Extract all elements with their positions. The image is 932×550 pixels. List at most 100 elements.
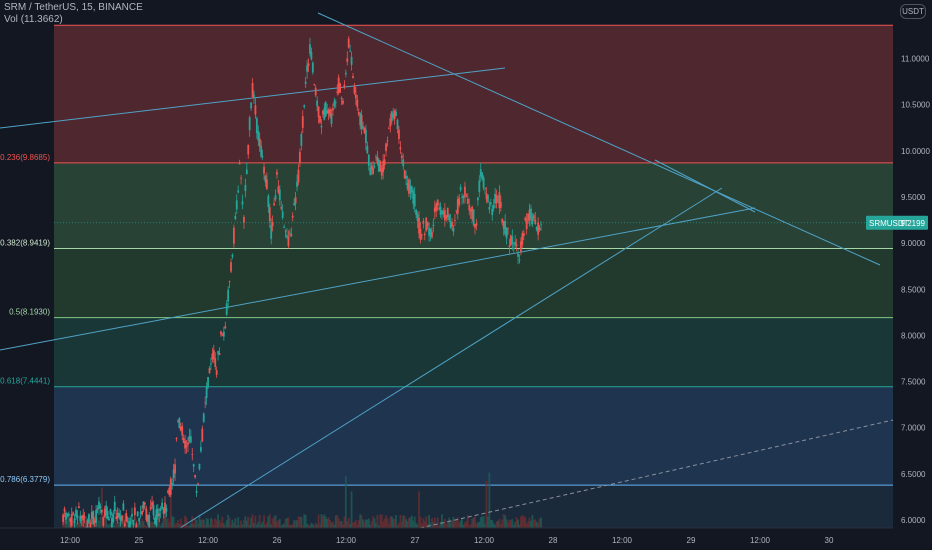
volume-bar	[189, 523, 192, 528]
candle-body	[108, 518, 110, 521]
trendline[interactable]	[179, 187, 723, 529]
candle-body	[191, 454, 194, 455]
dashed-trendline[interactable]	[419, 419, 894, 529]
volume-bar	[258, 514, 261, 528]
candle-body	[181, 426, 184, 436]
volume-bar	[327, 517, 330, 528]
y-tick-label: 6.0000	[901, 516, 926, 525]
candle-body	[86, 520, 89, 528]
candle-body	[271, 222, 274, 227]
volume-bar	[108, 525, 110, 528]
volume-bar	[265, 522, 268, 528]
candle-body	[251, 83, 254, 97]
volume-bar	[362, 519, 364, 528]
volume-bar	[339, 521, 341, 528]
candle-body	[387, 128, 390, 130]
candle-body	[462, 195, 465, 198]
volume-bar	[149, 522, 152, 528]
candle-body	[241, 201, 244, 205]
volume-bar	[438, 525, 441, 528]
candle-body	[313, 83, 316, 85]
volume-bar	[204, 524, 207, 528]
volume-bar	[277, 520, 280, 528]
volume-bar	[253, 522, 255, 528]
volume-bar	[540, 517, 542, 528]
volume-bar	[521, 515, 524, 528]
volume-bar	[498, 518, 501, 528]
volume-bar	[98, 520, 100, 528]
trendline[interactable]	[0, 207, 756, 351]
candle-body	[187, 442, 189, 445]
candle-body	[103, 508, 106, 517]
candle-body	[441, 210, 443, 215]
candle-body	[156, 508, 159, 517]
candle-body	[531, 217, 534, 225]
volume-bar	[317, 514, 320, 528]
trendline[interactable]	[654, 159, 756, 213]
candle-body	[300, 133, 303, 146]
volume-bar	[122, 515, 125, 528]
candle-body	[489, 202, 492, 205]
volume-bar	[377, 525, 380, 528]
candle-body	[119, 516, 122, 521]
y-tick-label: 11.0000	[901, 55, 930, 64]
symbol-title[interactable]: SRM / TetherUS, 15, BINANCE	[4, 2, 143, 13]
currency-badge[interactable]: USDT	[900, 4, 926, 19]
y-axis[interactable]: 11.0000 10.5000 10.0000 9.5000 9.0000 8.5000 8…	[893, 0, 932, 550]
candle-body	[319, 116, 321, 123]
x-axis[interactable]: 12:00 25 12:00 26 12:00 27 12:00 28 12:00 29 12:00…	[0, 527, 932, 550]
x-tick-label: 30	[825, 536, 834, 545]
candle-body	[244, 184, 247, 191]
volume-bar	[346, 521, 349, 528]
candle-body	[72, 512, 75, 515]
volume-bar	[326, 519, 329, 528]
volume-bar	[464, 522, 466, 528]
candle-body	[497, 195, 499, 197]
candle-body	[389, 118, 392, 127]
candle-body	[297, 169, 300, 183]
volume-bar	[319, 524, 321, 528]
volume-bar	[138, 522, 141, 528]
volume-bar	[475, 523, 478, 528]
candle-body	[356, 99, 359, 108]
candle-body	[278, 189, 281, 201]
candle-body	[340, 98, 343, 99]
volume-bar	[365, 519, 367, 528]
candle-body	[291, 215, 294, 218]
candle-body	[375, 156, 377, 158]
candle-body	[528, 209, 531, 221]
volume-bar	[118, 521, 120, 528]
candle-body	[360, 114, 363, 129]
candle-body	[369, 167, 372, 175]
candle-body	[100, 509, 103, 513]
volume-bar	[373, 518, 376, 528]
candle-body	[215, 370, 218, 375]
chart-header: SRM / TetherUS, 15, BINANCE Vol (11.3662…	[4, 2, 143, 26]
volume-bar	[214, 518, 217, 528]
volume-bar	[286, 518, 288, 528]
volume-bar	[524, 516, 527, 528]
candle-body	[456, 199, 459, 214]
candle-body	[383, 159, 386, 166]
candle-body	[349, 50, 352, 52]
volume-bar	[191, 516, 194, 528]
candle-body	[350, 56, 353, 65]
volume-bar	[370, 520, 373, 528]
volume-bar	[497, 520, 499, 528]
volume-bar	[482, 516, 485, 528]
candle-body	[135, 523, 138, 528]
volume-bar	[228, 517, 231, 528]
candle-body	[354, 94, 357, 99]
volume-bar	[300, 517, 303, 528]
volume-bar	[527, 521, 530, 528]
candle-body	[402, 159, 405, 167]
candle-body	[230, 262, 232, 272]
volume-bar	[276, 521, 278, 528]
volume-bar	[179, 518, 182, 528]
candle-body	[159, 508, 162, 511]
candle-body	[461, 196, 463, 198]
candle-body	[512, 248, 515, 249]
trendlines[interactable]	[0, 12, 894, 529]
candle-body	[324, 102, 327, 117]
